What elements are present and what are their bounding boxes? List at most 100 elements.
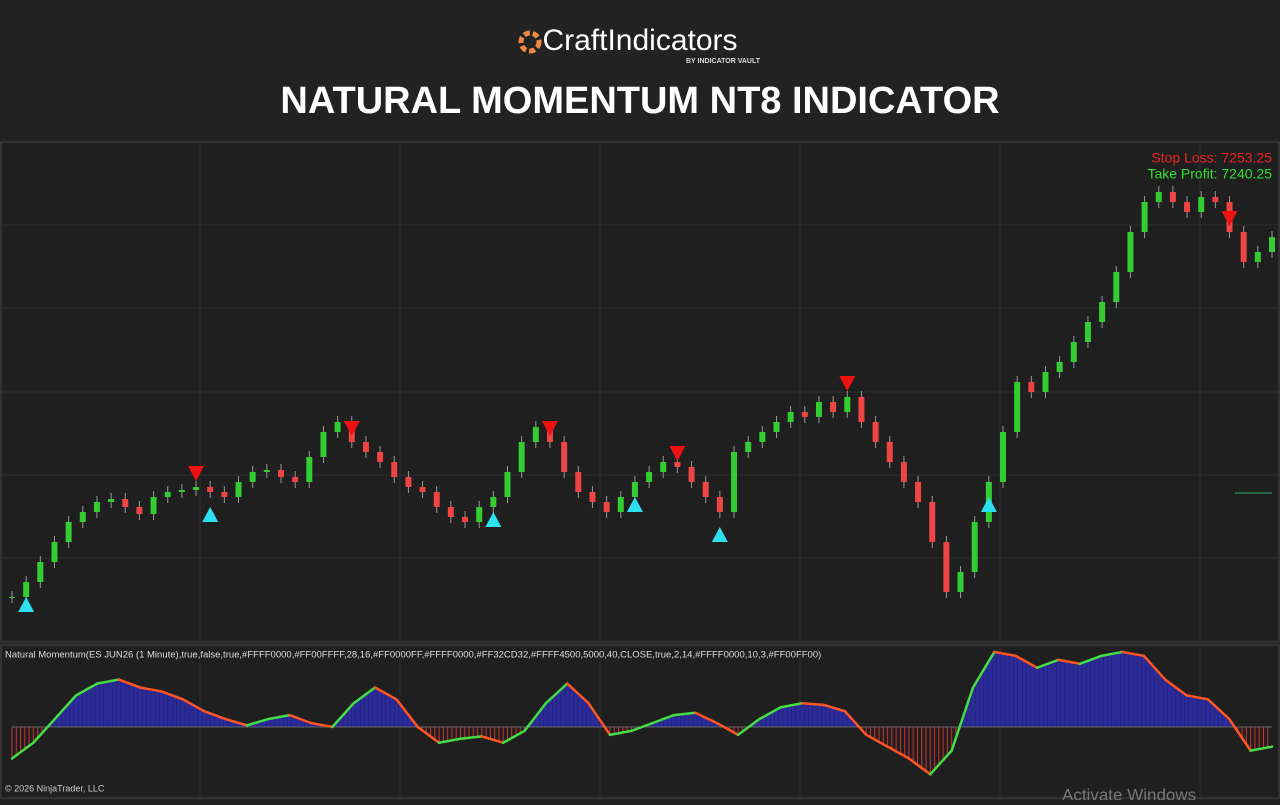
osc-line [32, 717, 56, 744]
take-profit: Take Profit: 7240.25 [1147, 166, 1272, 182]
osc-line [886, 745, 911, 760]
candle [447, 507, 454, 517]
candle [518, 442, 525, 472]
candle [150, 497, 157, 514]
osc-line [373, 686, 398, 701]
candle [886, 442, 893, 462]
candle [971, 522, 978, 572]
osc-line [10, 741, 35, 760]
candle [490, 497, 497, 507]
candle [1056, 362, 1063, 372]
osc-line [630, 721, 654, 733]
candle [334, 422, 341, 432]
candle [1113, 272, 1120, 302]
watermark: Activate Windows [1062, 785, 1196, 800]
sell-signal [541, 421, 558, 436]
osc-line [587, 702, 612, 737]
candle [377, 452, 384, 462]
candle [773, 422, 780, 432]
candle [660, 462, 667, 472]
candle [872, 422, 879, 442]
candle [108, 499, 115, 502]
osc-line [245, 717, 270, 727]
candle [858, 397, 865, 422]
osc-line [672, 711, 697, 717]
title: NATURAL MOMENTUM NT8 INDICATOR [280, 80, 999, 122]
candle [235, 482, 242, 497]
osc-line [1206, 698, 1231, 721]
osc-line [288, 713, 313, 725]
stop-loss: Stop Loss: 7253.25 [1151, 150, 1272, 166]
candle [561, 442, 568, 472]
osc-line [1142, 654, 1167, 681]
osc-line [929, 749, 953, 776]
osc-line [1099, 650, 1124, 658]
candle [136, 507, 143, 514]
candle [1155, 192, 1162, 202]
candle [79, 512, 86, 522]
candle [405, 477, 412, 487]
osc-line [822, 703, 847, 713]
osc-line [907, 757, 932, 776]
candle [915, 482, 922, 502]
sell-signal [1221, 211, 1238, 226]
candle [306, 457, 313, 482]
candle [277, 470, 284, 477]
osc-line [331, 702, 355, 729]
candle [589, 492, 596, 502]
osc-line [566, 682, 590, 705]
candle [9, 597, 15, 598]
candle [1212, 197, 1219, 202]
osc-line [501, 729, 526, 744]
logo: CraftIndicators [542, 24, 737, 57]
candle [1269, 237, 1275, 252]
candle [1014, 382, 1021, 432]
osc-line [950, 686, 975, 752]
candle [207, 487, 214, 492]
osc-line [480, 735, 505, 744]
candle [631, 482, 638, 497]
candle [830, 402, 837, 412]
osc-line [608, 729, 633, 737]
candle [674, 462, 681, 467]
osc-line [1057, 658, 1082, 666]
osc-line [779, 702, 804, 709]
candle [1042, 372, 1049, 392]
candle [462, 517, 469, 522]
candle [702, 482, 709, 497]
candle [532, 427, 539, 442]
sell-signal [669, 446, 686, 461]
osc-line [416, 725, 441, 744]
osc-line [971, 650, 996, 689]
candle [1184, 202, 1191, 212]
candle [1198, 197, 1205, 212]
candle [193, 487, 200, 490]
osc-line [202, 709, 227, 721]
osc-line [117, 678, 142, 689]
buy-signal [18, 597, 35, 612]
candle [419, 487, 426, 492]
candle [1084, 322, 1091, 342]
candle [688, 467, 695, 482]
candle [433, 492, 440, 507]
candle [603, 502, 610, 512]
candle [900, 462, 907, 482]
candle [249, 472, 256, 482]
buy-signal [980, 497, 997, 512]
sell-signal [839, 376, 856, 391]
candle [929, 502, 936, 542]
candle [1028, 382, 1035, 392]
osc-line [437, 737, 462, 744]
osc-line [1228, 717, 1252, 752]
osc-line [864, 733, 889, 748]
candle [1141, 202, 1148, 232]
candle [1000, 432, 1007, 482]
buy-signal [626, 497, 643, 512]
candle [362, 442, 369, 452]
candle [617, 497, 624, 512]
indicator-label: Natural Momentum(ES JUN26 (1 Minute),tru… [5, 650, 821, 661]
osc-line [523, 702, 548, 733]
copyright: © 2026 NinjaTrader, LLC [5, 783, 105, 793]
osc-line [160, 690, 185, 701]
